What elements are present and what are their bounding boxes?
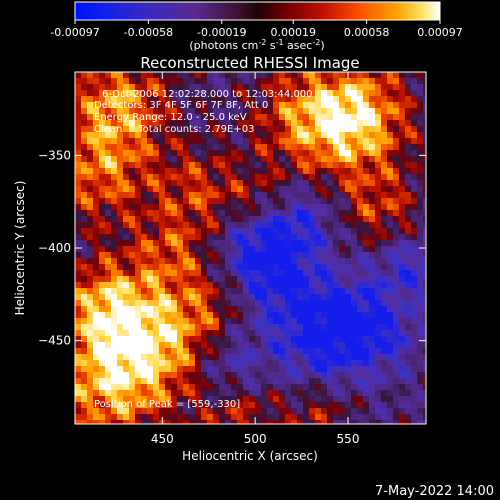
y-axis-label: Heliocentric Y (arcsec)	[13, 181, 27, 316]
colorbar-tick-label: 0.00058	[344, 26, 390, 39]
heatmap-image	[75, 72, 426, 424]
x-tick-label: 500	[244, 432, 267, 446]
y-axis-tick-labels: −350 −400 −450	[38, 148, 71, 347]
colorbar-tick-label: -0.00097	[50, 26, 99, 39]
annotation-clean-counts: Clean Total counts: 2.79E+03	[94, 124, 254, 135]
y-axis-ticks	[75, 154, 426, 342]
x-tick-label: 550	[337, 432, 360, 446]
y-tick-label: −350	[38, 148, 71, 162]
colorbar: -0.00097 -0.00058 -0.00019 0.00019 0.00058 0.…	[50, 1, 463, 52]
x-tick-label: 450	[151, 432, 174, 446]
footer-timestamp: 7-May-2022 14:00	[375, 484, 494, 499]
annotation-time-range: 6-Oct-2006 12:02:28.000 to 12:03:44.000	[102, 89, 313, 100]
peak-position-label: Position of Peak = [559,-330]	[94, 399, 240, 410]
colorbar-tick-label: -0.00019	[197, 26, 246, 39]
annotation-energy-range: Energy Range: 12.0 - 25.0 keV	[94, 112, 247, 123]
colorbar-tick-labels: -0.00097 -0.00058 -0.00019 0.00019 0.00058 0.…	[50, 26, 462, 39]
colorbar-gradient	[74, 1, 441, 21]
y-tick-label: −400	[38, 241, 71, 255]
annotation-detectors: Detectors: 3F 4F 5F 6F 7F 8F, Att 0	[94, 100, 268, 111]
x-axis-label: Heliocentric X (arcsec)	[182, 449, 318, 463]
colorbar-units: (photons cm-2 s-1 asec-2)	[189, 38, 324, 52]
chart-title: Reconstructed RHESSI Image	[140, 54, 359, 72]
colorbar-tick-label: 0.00097	[417, 26, 463, 39]
colorbar-tick-label: 0.00019	[270, 26, 316, 39]
colorbar-tick-label: -0.00058	[124, 26, 173, 39]
x-axis-ticks	[161, 72, 349, 424]
x-axis-tick-labels: 450 500 550	[151, 432, 360, 446]
annotation-block: 6-Oct-2006 12:02:28.000 to 12:03:44.000 …	[94, 89, 313, 135]
colorbar-ticks	[74, 20, 441, 24]
y-tick-label: −450	[38, 334, 71, 348]
